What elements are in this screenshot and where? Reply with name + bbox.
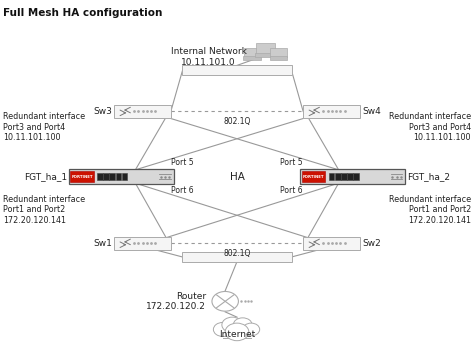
Text: FGT_ha_1: FGT_ha_1 <box>24 172 67 181</box>
FancyBboxPatch shape <box>270 56 287 60</box>
FancyBboxPatch shape <box>182 65 292 75</box>
Text: Internal Network
10.11.101.0: Internal Network 10.11.101.0 <box>171 47 246 66</box>
FancyBboxPatch shape <box>244 48 260 57</box>
Circle shape <box>213 322 232 336</box>
Text: FGT_ha_2: FGT_ha_2 <box>407 172 450 181</box>
Text: Sw2: Sw2 <box>362 239 381 248</box>
FancyBboxPatch shape <box>271 48 287 57</box>
FancyBboxPatch shape <box>347 173 353 180</box>
Text: FORTINET: FORTINET <box>303 174 324 179</box>
Text: Redundant interface
Port1 and Port2
172.20.120.141: Redundant interface Port1 and Port2 172.… <box>3 195 85 225</box>
Text: Port 5: Port 5 <box>280 157 303 167</box>
FancyBboxPatch shape <box>116 173 121 180</box>
FancyBboxPatch shape <box>114 105 171 118</box>
Text: FORTINET: FORTINET <box>71 174 93 179</box>
Text: 802.1Q: 802.1Q <box>223 117 251 126</box>
Text: Sw3: Sw3 <box>93 107 112 116</box>
FancyBboxPatch shape <box>109 173 115 180</box>
FancyBboxPatch shape <box>301 169 405 184</box>
Text: HA: HA <box>229 172 245 181</box>
FancyBboxPatch shape <box>69 169 173 184</box>
Text: Full Mesh HA configuration: Full Mesh HA configuration <box>3 8 163 18</box>
FancyBboxPatch shape <box>114 237 171 250</box>
FancyBboxPatch shape <box>341 173 346 180</box>
Circle shape <box>222 317 243 333</box>
Text: Redundant interface
Port1 and Port2
172.20.120.141: Redundant interface Port1 and Port2 172.… <box>389 195 471 225</box>
FancyBboxPatch shape <box>335 173 340 180</box>
FancyBboxPatch shape <box>256 43 275 54</box>
Text: Internet: Internet <box>219 330 255 339</box>
Text: Redundant interface
Port3 and Port4
10.11.101.100: Redundant interface Port3 and Port4 10.1… <box>389 112 471 142</box>
FancyBboxPatch shape <box>182 252 292 262</box>
Text: Redundant interface
Port3 and Port4
10.11.101.100: Redundant interface Port3 and Port4 10.1… <box>3 112 85 142</box>
FancyBboxPatch shape <box>97 173 103 180</box>
FancyBboxPatch shape <box>122 173 128 180</box>
FancyBboxPatch shape <box>353 173 359 180</box>
FancyBboxPatch shape <box>70 170 94 183</box>
Text: Port 5: Port 5 <box>171 157 194 167</box>
FancyBboxPatch shape <box>243 56 261 60</box>
Text: Port 6: Port 6 <box>280 186 303 196</box>
Circle shape <box>225 323 249 341</box>
FancyBboxPatch shape <box>302 170 325 183</box>
FancyBboxPatch shape <box>103 173 109 180</box>
Text: 802.1Q: 802.1Q <box>223 249 251 258</box>
FancyBboxPatch shape <box>328 173 334 180</box>
FancyBboxPatch shape <box>255 53 276 56</box>
Text: Port 6: Port 6 <box>171 186 194 196</box>
Circle shape <box>233 318 252 332</box>
Text: Sw1: Sw1 <box>93 239 112 248</box>
Text: Sw4: Sw4 <box>362 107 381 116</box>
FancyBboxPatch shape <box>303 237 360 250</box>
Text: Router
172.20.120.2: Router 172.20.120.2 <box>146 292 206 311</box>
Circle shape <box>243 323 260 336</box>
FancyBboxPatch shape <box>303 105 360 118</box>
